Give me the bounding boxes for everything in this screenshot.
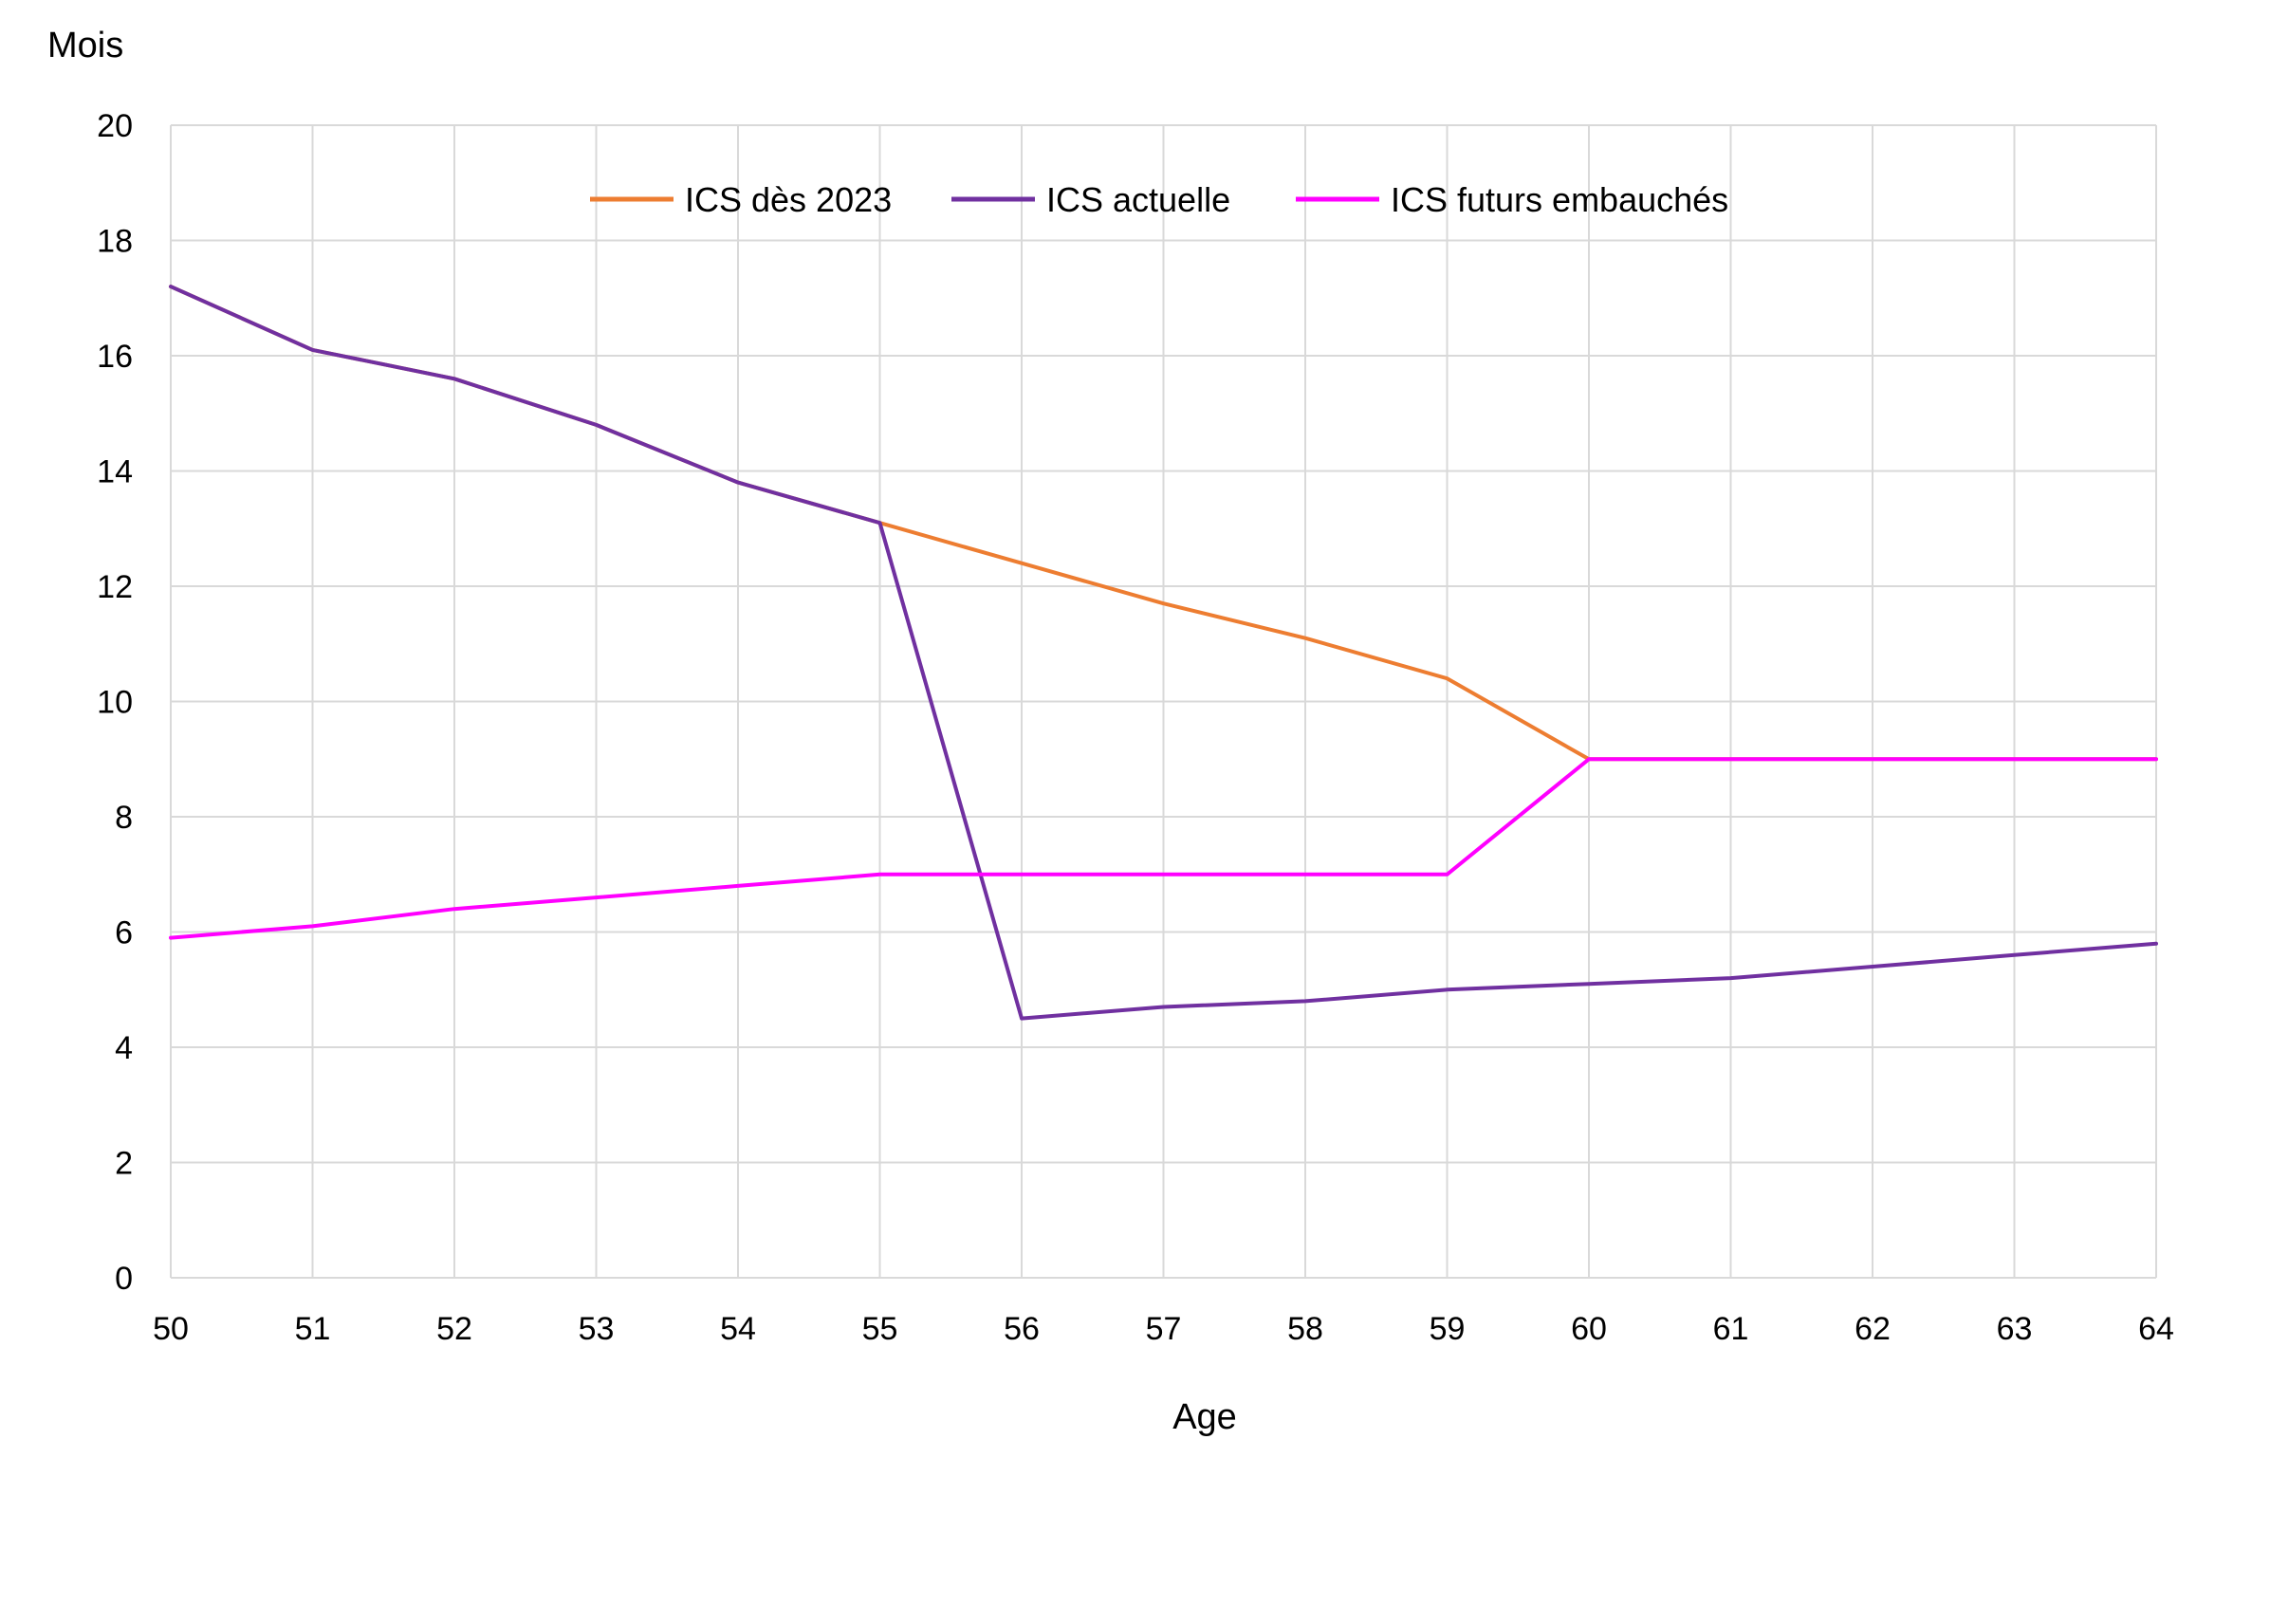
series-line-2 [169, 285, 2158, 1021]
x-tick-label: 62 [1855, 1311, 1891, 1347]
legend-label: ICS dès 2023 [685, 180, 892, 219]
x-tick-label: 61 [1713, 1311, 1749, 1347]
y-tick-label: 12 [97, 569, 133, 605]
legend: ICS dès 2023 ICS actuelle ICS futurs embau… [590, 180, 1728, 219]
x-tick-labels: 50 51 52 53 54 55 56 57 58 59 60 61 62 63 64 [153, 1311, 2174, 1347]
x-tick-label: 56 [1004, 1311, 1040, 1347]
x-tick-label: 53 [579, 1311, 615, 1347]
y-tick-label: 10 [97, 685, 133, 721]
series-lines [169, 285, 2158, 1021]
y-tick-label: 6 [115, 915, 133, 951]
legend-label: ICS futurs embauchés [1391, 180, 1728, 219]
y-tick-label: 4 [115, 1030, 133, 1066]
x-tick-label: 50 [153, 1311, 189, 1347]
gridlines [170, 124, 2157, 1279]
y-tick-label: 20 [97, 108, 133, 144]
x-tick-label: 51 [295, 1311, 331, 1347]
y-tick-label: 16 [97, 339, 133, 375]
y-tick-labels: 0 2 4 6 8 10 12 14 16 18 20 [97, 108, 133, 1297]
y-tick-label: 2 [115, 1146, 133, 1182]
x-tick-label: 58 [1287, 1311, 1323, 1347]
x-tick-label: 59 [1430, 1311, 1466, 1347]
y-tick-label: 14 [97, 454, 133, 490]
y-tick-label: 0 [115, 1261, 133, 1297]
series-line-3 [169, 757, 2158, 940]
legend-label: ICS actuelle [1046, 180, 1230, 219]
x-tick-label: 54 [720, 1311, 756, 1347]
x-tick-label: 55 [862, 1311, 898, 1347]
y-tick-label: 8 [115, 800, 133, 836]
x-axis-label: Age [1172, 1397, 1237, 1437]
x-tick-label: 52 [436, 1311, 472, 1347]
x-tick-label: 57 [1146, 1311, 1182, 1347]
y-axis-label: Mois [47, 26, 123, 65]
x-tick-label: 64 [2138, 1311, 2174, 1347]
x-tick-label: 63 [1997, 1311, 2033, 1347]
y-tick-label: 18 [97, 224, 133, 260]
x-tick-label: 60 [1571, 1311, 1607, 1347]
